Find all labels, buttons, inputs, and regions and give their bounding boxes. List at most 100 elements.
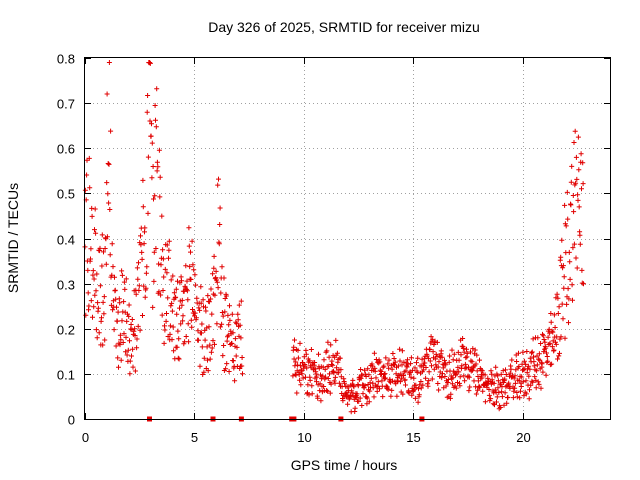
data-point bbox=[154, 159, 160, 165]
data-point bbox=[371, 350, 377, 356]
data-point bbox=[156, 261, 162, 267]
data-point bbox=[494, 394, 500, 400]
data-point bbox=[101, 249, 106, 255]
data-point bbox=[125, 347, 131, 353]
data-point bbox=[235, 317, 241, 323]
data-point bbox=[529, 378, 535, 384]
data-point bbox=[235, 311, 241, 317]
data-point bbox=[316, 351, 321, 357]
data-point bbox=[527, 355, 533, 361]
data-point bbox=[89, 205, 95, 211]
data-point bbox=[325, 339, 331, 345]
data-point bbox=[295, 347, 301, 353]
data-point bbox=[530, 379, 536, 385]
data-point bbox=[106, 161, 112, 167]
data-point bbox=[399, 348, 405, 354]
data-point bbox=[150, 164, 156, 169]
data-point bbox=[188, 277, 194, 282]
data-point bbox=[538, 341, 544, 346]
data-point bbox=[87, 185, 93, 191]
data-point bbox=[453, 385, 459, 391]
data-point bbox=[172, 356, 178, 362]
data-point bbox=[552, 325, 558, 330]
data-point bbox=[314, 379, 319, 385]
x-tick-label: 10 bbox=[297, 430, 311, 445]
data-point bbox=[197, 307, 203, 313]
data-point bbox=[561, 285, 567, 291]
data-point bbox=[531, 354, 536, 360]
grid-lines bbox=[85, 58, 610, 419]
data-point bbox=[127, 371, 133, 377]
y-tick-label: 0.4 bbox=[57, 233, 75, 248]
data-point bbox=[509, 357, 515, 363]
data-point bbox=[442, 374, 448, 379]
data-point bbox=[362, 367, 368, 373]
data-point bbox=[448, 391, 454, 397]
data-point bbox=[373, 375, 379, 381]
data-point bbox=[362, 383, 368, 389]
data-point bbox=[99, 232, 105, 238]
data-point bbox=[223, 366, 229, 372]
data-point bbox=[211, 253, 217, 259]
data-point bbox=[538, 360, 544, 366]
data-point bbox=[220, 313, 226, 319]
data-point bbox=[217, 324, 223, 330]
data-point bbox=[134, 345, 140, 351]
data-point bbox=[230, 330, 236, 336]
data-point bbox=[315, 395, 321, 401]
data-point bbox=[472, 347, 478, 353]
data-point bbox=[352, 405, 358, 411]
data-point bbox=[516, 378, 522, 384]
data-point bbox=[412, 395, 418, 401]
data-point bbox=[159, 213, 165, 219]
data-point bbox=[108, 128, 114, 134]
data-point bbox=[566, 296, 572, 302]
data-point bbox=[318, 372, 323, 378]
data-point bbox=[389, 366, 395, 372]
data-point bbox=[303, 351, 309, 357]
data-point bbox=[204, 325, 210, 331]
data-point bbox=[399, 362, 405, 368]
data-point bbox=[162, 266, 168, 272]
plot-frame bbox=[84, 57, 611, 420]
data-point bbox=[470, 367, 475, 373]
data-point bbox=[548, 319, 554, 325]
data-point bbox=[562, 335, 568, 341]
data-point bbox=[331, 378, 337, 384]
data-point bbox=[383, 355, 389, 361]
data-point bbox=[142, 225, 148, 231]
data-point bbox=[229, 341, 235, 347]
data-point bbox=[219, 264, 225, 270]
data-point bbox=[164, 242, 170, 248]
data-point bbox=[166, 247, 172, 253]
data-point bbox=[147, 60, 153, 66]
data-point bbox=[230, 358, 236, 364]
data-point bbox=[215, 285, 221, 291]
data-point bbox=[145, 210, 151, 216]
data-point bbox=[164, 270, 170, 276]
data-point bbox=[529, 349, 535, 355]
data-point bbox=[93, 230, 99, 236]
data-point bbox=[304, 365, 310, 371]
data-point bbox=[170, 324, 176, 330]
data-point bbox=[219, 310, 225, 315]
data-point bbox=[93, 327, 99, 333]
data-point bbox=[468, 358, 474, 364]
data-point bbox=[91, 304, 97, 310]
data-point bbox=[132, 326, 138, 332]
data-point bbox=[239, 355, 245, 360]
data-point bbox=[445, 377, 451, 382]
data-point bbox=[479, 375, 485, 381]
data-point bbox=[338, 367, 344, 373]
data-point bbox=[104, 91, 110, 97]
data-point bbox=[199, 330, 204, 336]
data-point bbox=[526, 396, 532, 402]
data-point bbox=[147, 118, 153, 124]
data-point bbox=[100, 342, 106, 348]
data-point bbox=[91, 276, 97, 282]
data-point bbox=[118, 357, 124, 363]
data-point bbox=[453, 371, 459, 377]
data-point bbox=[308, 364, 314, 370]
data-point bbox=[189, 324, 195, 330]
data-point bbox=[227, 303, 232, 309]
